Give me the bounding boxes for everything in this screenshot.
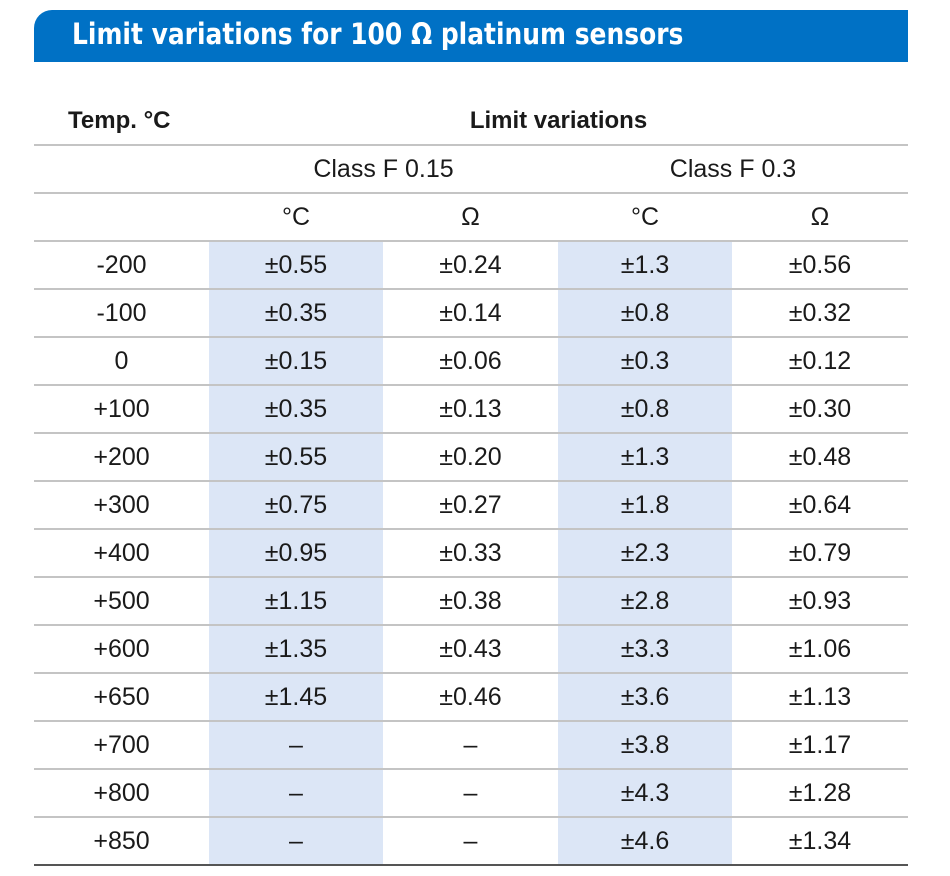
- unit-header-celsius-a: °C: [209, 193, 383, 242]
- class-f03-ohm-cell: ±0.93: [732, 577, 908, 626]
- class-f015-ohm-cell: –: [383, 721, 558, 770]
- class-f03-celsius-cell: ±0.3: [558, 337, 732, 386]
- class-f015-ohm-cell: ±0.20: [383, 433, 558, 482]
- class-f03-ohm-cell: ±1.28: [732, 769, 908, 818]
- class-f015-ohm-cell: –: [383, 769, 558, 818]
- class-f015-ohm-cell: ±0.46: [383, 673, 558, 722]
- temp-cell: +100: [34, 385, 209, 434]
- temp-cell: +300: [34, 481, 209, 530]
- class-f03-ohm-cell: ±0.12: [732, 337, 908, 386]
- class-f03-celsius-cell: ±2.8: [558, 577, 732, 626]
- class-f015-celsius-cell: ±0.95: [209, 529, 383, 578]
- temp-cell: 0: [34, 337, 209, 386]
- class-f03-ohm-cell: ±0.48: [732, 433, 908, 482]
- class-f03-celsius-cell: ±4.3: [558, 769, 732, 818]
- title-banner: Limit variations for 100 Ω platinum sens…: [34, 10, 908, 62]
- class-f03-celsius-cell: ±1.3: [558, 241, 732, 290]
- class-f03-celsius-cell: ±0.8: [558, 289, 732, 338]
- unit-header-spacer: [34, 193, 209, 242]
- temp-cell: -200: [34, 241, 209, 290]
- temp-column-header: Temp. °C: [34, 98, 209, 146]
- temp-cell: +700: [34, 721, 209, 770]
- class-f015-header: Class F 0.15: [209, 145, 558, 194]
- class-f015-ohm-cell: ±0.13: [383, 385, 558, 434]
- class-f03-celsius-cell: ±3.3: [558, 625, 732, 674]
- table-row: +300 ±0.75 ±0.27 ±1.8 ±0.64: [34, 481, 908, 530]
- unit-header-celsius-b: °C: [558, 193, 732, 242]
- class-f015-celsius-cell: ±1.35: [209, 625, 383, 674]
- table-row: +800– – ±4.3 ±1.28: [34, 769, 908, 818]
- class-f015-celsius-cell: ±0.35: [209, 385, 383, 434]
- table-row: +200 ±0.55 ±0.20 ±1.3 ±0.48: [34, 433, 908, 482]
- unit-header-ohm-b: Ω: [732, 193, 908, 242]
- class-f03-ohm-cell: ±0.64: [732, 481, 908, 530]
- temp-cell: +400: [34, 529, 209, 578]
- table-row: +650 ±1.45 ±0.46 ±3.6 ±1.13: [34, 673, 908, 722]
- class-f03-ohm-cell: ±1.34: [732, 817, 908, 866]
- class-f015-ohm-cell: ±0.27: [383, 481, 558, 530]
- limit-variations-table: Temp. °C Limit variations Class F 0.15 C…: [34, 98, 908, 866]
- class-f03-celsius-cell: ±1.3: [558, 433, 732, 482]
- temp-cell: +600: [34, 625, 209, 674]
- class-f03-celsius-cell: ±0.8: [558, 385, 732, 434]
- class-f03-celsius-cell: ±3.6: [558, 673, 732, 722]
- class-f015-celsius-cell: –: [209, 721, 383, 770]
- class-f03-ohm-cell: ±0.32: [732, 289, 908, 338]
- class-f015-celsius-cell: ±0.55: [209, 241, 383, 290]
- class-f015-celsius-cell: ±1.15: [209, 577, 383, 626]
- table-row: +500 ±1.15 ±0.38 ±2.8 ±0.93: [34, 577, 908, 626]
- class-f015-ohm-cell: ±0.14: [383, 289, 558, 338]
- class-f03-ohm-cell: ±0.30: [732, 385, 908, 434]
- table-row: 0 ±0.15 ±0.06 ±0.3 ±0.12: [34, 337, 908, 386]
- class-header-spacer: [34, 145, 209, 194]
- class-f015-ohm-cell: ±0.33: [383, 529, 558, 578]
- class-f015-celsius-cell: ±1.45: [209, 673, 383, 722]
- class-f015-celsius-cell: ±0.15: [209, 337, 383, 386]
- class-f015-ohm-cell: ±0.38: [383, 577, 558, 626]
- class-f03-ohm-cell: ±1.06: [732, 625, 908, 674]
- table-row: +700– – ±3.8 ±1.17: [34, 721, 908, 770]
- temp-cell: -100: [34, 289, 209, 338]
- class-f015-ohm-cell: ±0.06: [383, 337, 558, 386]
- class-f03-header: Class F 0.3: [558, 145, 908, 194]
- temp-cell: +200: [34, 433, 209, 482]
- temp-cell: +500: [34, 577, 209, 626]
- class-f03-ohm-cell: ±0.79: [732, 529, 908, 578]
- table-row: +400 ±0.95 ±0.33 ±2.3 ±0.79: [34, 529, 908, 578]
- class-f015-ohm-cell: –: [383, 817, 558, 866]
- class-f03-celsius-cell: ±4.6: [558, 817, 732, 866]
- table-body: -200 ±0.55 ±0.24 ±1.3 ±0.56 -100 ±0.35 ±0.14 ±0.…: [34, 241, 908, 866]
- class-f015-ohm-cell: ±0.43: [383, 625, 558, 674]
- class-header-row: Class F 0.15 Class F 0.3: [34, 145, 908, 194]
- class-f03-celsius-cell: ±3.8: [558, 721, 732, 770]
- class-f015-celsius-cell: ±0.75: [209, 481, 383, 530]
- temp-cell: +800: [34, 769, 209, 818]
- class-f015-celsius-cell: ±0.55: [209, 433, 383, 482]
- table-header-row: Temp. °C Limit variations: [34, 98, 908, 146]
- temp-cell: +850: [34, 817, 209, 866]
- page-title: Limit variations for 100 Ω platinum sens…: [72, 17, 684, 51]
- table-row: -100 ±0.35 ±0.14 ±0.8 ±0.32: [34, 289, 908, 338]
- class-f03-celsius-cell: ±1.8: [558, 481, 732, 530]
- class-f015-celsius-cell: ±0.35: [209, 289, 383, 338]
- unit-header-ohm-a: Ω: [383, 193, 558, 242]
- temp-cell: +650: [34, 673, 209, 722]
- table-row: +850– – ±4.6 ±1.34: [34, 817, 908, 866]
- class-f03-ohm-cell: ±1.17: [732, 721, 908, 770]
- class-f03-ohm-cell: ±0.56: [732, 241, 908, 290]
- class-f03-ohm-cell: ±1.13: [732, 673, 908, 722]
- class-f015-celsius-cell: –: [209, 769, 383, 818]
- class-f015-ohm-cell: ±0.24: [383, 241, 558, 290]
- table-row: +600 ±1.35 ±0.43 ±3.3 ±1.06: [34, 625, 908, 674]
- table-row: -200 ±0.55 ±0.24 ±1.3 ±0.56: [34, 241, 908, 290]
- limit-variations-header: Limit variations: [209, 98, 908, 146]
- class-f015-celsius-cell: –: [209, 817, 383, 866]
- unit-header-row: °C Ω °C Ω: [34, 193, 908, 242]
- table-row: +100 ±0.35 ±0.13 ±0.8 ±0.30: [34, 385, 908, 434]
- class-f03-celsius-cell: ±2.3: [558, 529, 732, 578]
